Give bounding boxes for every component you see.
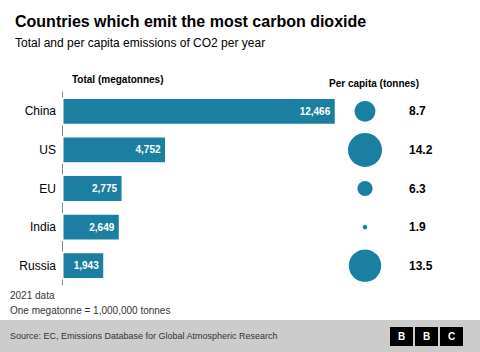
svg-text:EU: EU: [39, 182, 56, 196]
svg-text:Per capita (tonnes): Per capita (tonnes): [329, 78, 419, 89]
svg-text:US: US: [39, 143, 56, 157]
svg-text:B: B: [423, 331, 430, 342]
svg-text:C: C: [448, 331, 455, 342]
svg-text:6.3: 6.3: [409, 182, 426, 196]
svg-text:Source: EC, Emissions Database: Source: EC, Emissions Database for Globa…: [10, 331, 278, 341]
svg-text:B: B: [398, 331, 405, 342]
svg-text:Total and per capita emissions: Total and per capita emissions of CO2 pe…: [15, 36, 265, 50]
svg-text:2,775: 2,775: [92, 183, 117, 194]
svg-text:2,649: 2,649: [89, 222, 114, 233]
svg-text:12,466: 12,466: [300, 106, 331, 117]
svg-text:Countries which emit the most: Countries which emit the most carbon dio…: [15, 13, 366, 30]
svg-text:13.5: 13.5: [409, 259, 433, 273]
svg-text:14.2: 14.2: [409, 143, 433, 157]
svg-text:Total (megatonnes): Total (megatonnes): [72, 74, 163, 85]
svg-text:India: India: [30, 220, 56, 234]
svg-text:China: China: [25, 104, 57, 118]
svg-text:Russia: Russia: [19, 259, 56, 273]
svg-text:4,752: 4,752: [136, 144, 161, 155]
svg-text:1.9: 1.9: [409, 220, 426, 234]
svg-text:1,943: 1,943: [74, 260, 99, 271]
svg-text:One megatonne = 1,000,000 tonn: One megatonne = 1,000,000 tonnes: [10, 305, 170, 316]
svg-text:8.7: 8.7: [409, 104, 426, 118]
svg-text:2021 data: 2021 data: [10, 290, 55, 301]
